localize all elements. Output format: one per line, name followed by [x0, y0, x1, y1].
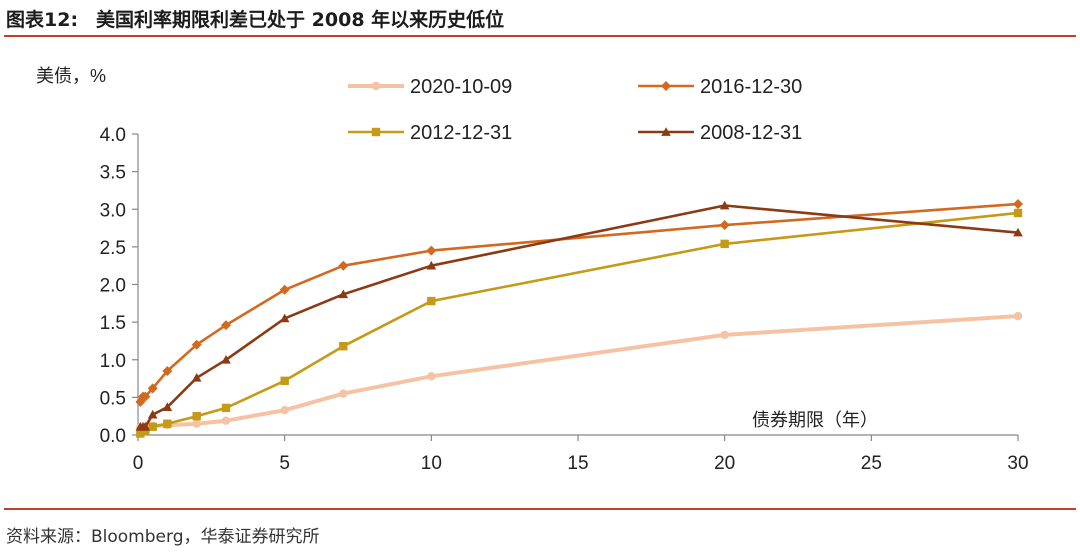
data-point [1013, 198, 1023, 209]
data-point [719, 220, 730, 231]
data-point [661, 81, 671, 91]
data-point [221, 320, 231, 331]
y-tick-label: 3.5 [100, 163, 126, 184]
data-point [719, 200, 730, 210]
y-tick-label: 1.5 [100, 313, 126, 334]
data-point [221, 354, 231, 364]
x-axis-label: 债券期限（年） [752, 410, 878, 430]
chart-axes: 0.0 0.5 1.0 1.5 2.0 2.5 3.0 3.5 4.0 0 5 10 15 20 25 30 [100, 125, 1029, 474]
x-tick-label: 20 [714, 453, 735, 474]
figure-title: 图表12: 美国利率期限利差已处于 2008 年以来历史低位 [6, 5, 504, 32]
y-axis-label: 美债，% [36, 66, 106, 86]
data-point [339, 342, 348, 351]
data-point [279, 313, 290, 323]
legend-label: 2008-12-31 [700, 122, 802, 144]
data-point [1013, 311, 1023, 321]
chart-legend: 2020-10-09 2016-12-30 2012-12-31 2008-12-31 [348, 76, 802, 144]
legend-label: 2020-10-09 [410, 76, 512, 98]
source-rule [4, 508, 1076, 510]
data-point [147, 383, 158, 394]
data-point [661, 127, 671, 136]
legend-item: 2012-12-31 [348, 122, 512, 144]
data-point [1013, 208, 1023, 218]
data-point [371, 127, 381, 137]
legend-item: 2016-12-30 [638, 76, 802, 98]
data-point [279, 284, 290, 295]
legend-label: 2012-12-31 [410, 122, 512, 144]
data-point [427, 372, 436, 381]
series-layer [135, 198, 1023, 438]
x-tick-label: 15 [567, 453, 588, 474]
data-point [147, 409, 158, 419]
data-point [192, 419, 201, 428]
data-point [338, 260, 349, 271]
legend-label: 2016-12-30 [700, 76, 802, 98]
data-point [140, 391, 151, 402]
data-point [1013, 227, 1023, 237]
series-line [139, 202, 1019, 403]
title-rule [4, 35, 1076, 37]
y-tick-label: 0.0 [100, 426, 126, 447]
data-point [426, 260, 437, 270]
x-tick-label: 0 [133, 453, 144, 474]
data-point [148, 422, 157, 431]
y-tick-label: 0.5 [100, 388, 126, 409]
legend-item: 2008-12-31 [638, 122, 802, 144]
data-point [427, 296, 436, 306]
series-line [140, 314, 1019, 430]
data-point [221, 416, 231, 425]
data-point [162, 366, 173, 377]
data-point [141, 427, 150, 436]
data-point [140, 421, 151, 431]
data-point [191, 373, 202, 382]
source-note: 资料来源：Bloomberg，华泰证券研究所 [6, 527, 320, 547]
series-2016-12-30 [135, 198, 1023, 407]
figure-title-text: 美国利率期限利差已处于 2008 年以来历史低位 [96, 9, 505, 31]
y-tick-label: 3.0 [100, 200, 126, 221]
data-point [720, 239, 729, 249]
data-point [163, 419, 172, 428]
x-tick-label: 5 [279, 453, 290, 474]
y-tick-label: 4.0 [100, 125, 126, 146]
data-point [191, 339, 202, 350]
y-tick-label: 1.0 [100, 351, 126, 372]
data-point [371, 81, 381, 91]
series-2008-12-31 [135, 200, 1023, 431]
data-point [339, 389, 348, 398]
series-2012-12-31 [136, 208, 1023, 438]
data-point [280, 405, 289, 415]
figure-number: 图表12: [6, 9, 79, 31]
y-tick-label: 2.5 [100, 238, 126, 259]
data-point [720, 330, 729, 340]
data-point [426, 245, 437, 256]
data-point [280, 376, 289, 386]
data-point [338, 289, 349, 299]
data-point [192, 411, 201, 421]
data-point [162, 402, 173, 411]
legend-item: 2020-10-09 [348, 76, 512, 98]
x-tick-label: 25 [861, 453, 882, 474]
x-tick-label: 10 [421, 453, 442, 474]
x-tick-label: 30 [1007, 453, 1028, 474]
data-point [221, 403, 231, 413]
y-tick-label: 2.0 [100, 276, 126, 297]
